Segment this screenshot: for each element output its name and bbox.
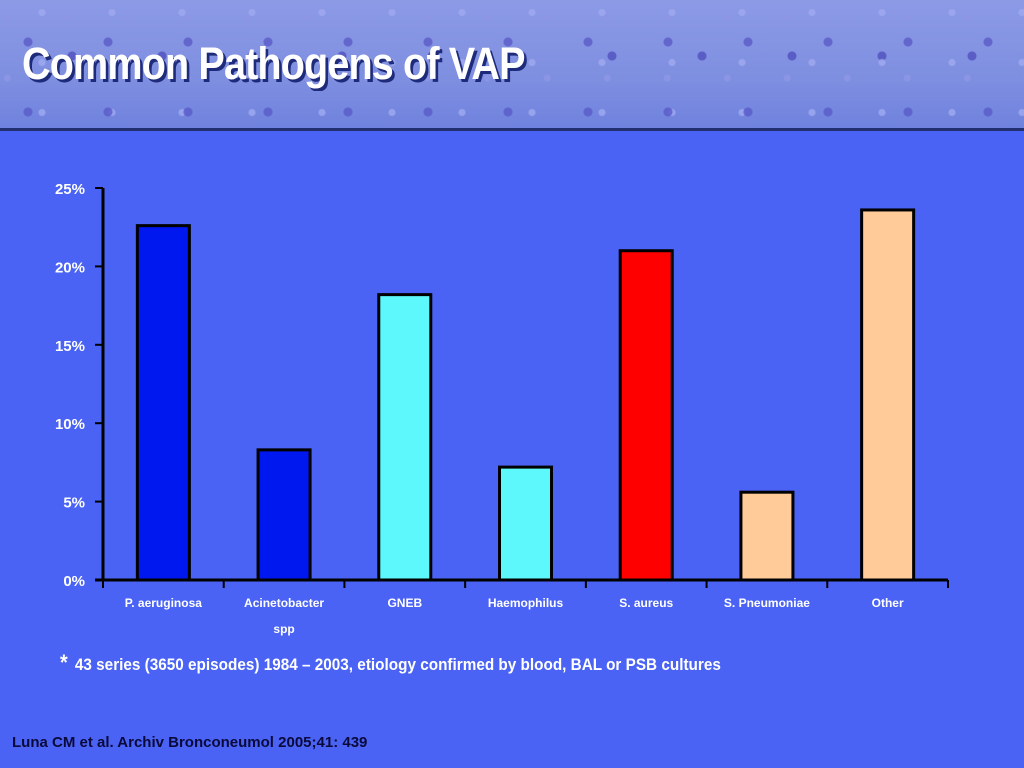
- bar: [618, 249, 674, 582]
- bar: [135, 224, 191, 582]
- bar-chart: 0% 5% 10% 15% 20% 25% P. aeruginosa Acinetobact…: [55, 181, 949, 636]
- x-tick-label: spp: [273, 622, 294, 636]
- footnote: * 43 series (3650 episodes) 1984 – 2003, …: [60, 650, 721, 676]
- x-tick-label: GNEB: [387, 596, 422, 610]
- bar: [377, 293, 433, 582]
- y-tick-label: 0%: [63, 573, 85, 590]
- bar: [256, 448, 312, 582]
- x-tick-label: Haemophilus: [488, 596, 564, 610]
- x-tick-label: P. aeruginosa: [125, 596, 202, 610]
- y-tick-label: 10%: [55, 416, 85, 433]
- citation: Luna CM et al. Archiv Bronconeumol 2005;…: [12, 734, 368, 751]
- x-tick-label: S. Pneumoniae: [724, 596, 810, 610]
- footnote-text: 43 series (3650 episodes) 1984 – 2003, e…: [74, 655, 721, 674]
- y-tick-label: 25%: [55, 181, 85, 198]
- x-tick-label: Acinetobacter: [244, 596, 324, 610]
- x-tick-label: S. aureus: [619, 596, 673, 610]
- slide-title: Common Pathogens of VAP: [22, 38, 526, 89]
- y-tick-label: 15%: [55, 338, 85, 355]
- y-tick-label: 5%: [63, 495, 85, 512]
- y-tick-label: 20%: [55, 259, 85, 276]
- bar: [739, 490, 795, 582]
- bar: [860, 208, 916, 582]
- x-tick-label: Other: [872, 596, 904, 610]
- bar: [498, 465, 553, 582]
- header-band: [0, 0, 1024, 131]
- footnote-marker: *: [60, 650, 68, 675]
